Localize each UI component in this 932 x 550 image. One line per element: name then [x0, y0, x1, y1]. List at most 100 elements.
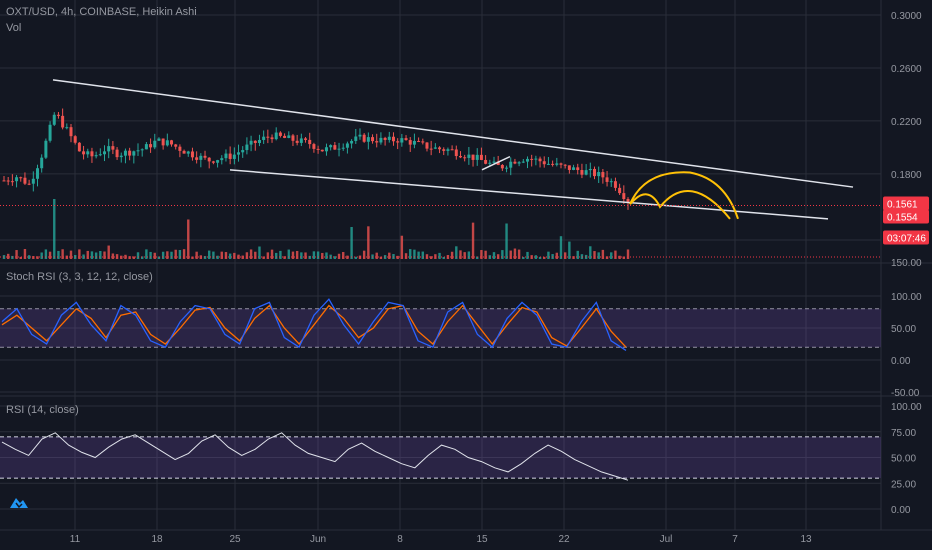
volume-bar — [212, 251, 215, 259]
volume-bar — [157, 256, 161, 259]
volume-bar — [358, 255, 362, 259]
volume-bar — [170, 251, 173, 259]
candle-body — [232, 154, 236, 159]
candle-body — [94, 155, 98, 157]
candle-body — [542, 161, 546, 165]
trend-drawings[interactable] — [52, 79, 854, 220]
volume-bar — [333, 256, 337, 259]
volume-bar — [459, 250, 462, 259]
candle-body — [144, 144, 148, 150]
volume-bar — [275, 252, 278, 259]
price-tag-label: 0.1554 — [887, 212, 918, 223]
candle-body — [186, 151, 190, 154]
candle-body — [400, 138, 404, 143]
rsi-tick-label: 75.00 — [891, 428, 916, 439]
candle-body — [458, 156, 462, 158]
volume-bar — [321, 252, 324, 259]
candle-body — [408, 140, 412, 145]
volume-bar — [509, 250, 512, 259]
projection-curve-outer — [629, 171, 739, 220]
candle-body — [467, 154, 471, 158]
candle-body — [270, 137, 274, 140]
volume-bar — [547, 251, 550, 259]
candle-body — [266, 136, 270, 138]
volume-bar — [505, 223, 508, 259]
candle-body — [446, 149, 450, 151]
volume-bar — [287, 249, 290, 259]
volume-bar — [350, 226, 353, 259]
volume-bar — [563, 252, 567, 259]
volume-bar — [6, 253, 10, 259]
candle-body — [404, 138, 408, 141]
price-tag-label: 0.1561 — [887, 199, 918, 210]
candle-body — [111, 146, 115, 150]
volume-bar — [383, 255, 387, 259]
volume-bar — [182, 249, 186, 259]
candle-body — [27, 183, 31, 185]
candle-body — [618, 187, 622, 194]
stoch-tick-label: 0.00 — [891, 356, 911, 367]
volume-bar — [191, 256, 194, 259]
stoch-tick-label: -50.00 — [891, 388, 920, 399]
candle-body — [609, 181, 613, 183]
candle-body — [19, 177, 23, 179]
volume-bar — [492, 252, 496, 259]
volume-bar — [601, 249, 605, 259]
volume-bar — [534, 255, 538, 259]
candle-body — [622, 193, 626, 200]
volume-bar — [199, 255, 203, 259]
candle-body — [371, 137, 375, 142]
rsi-tick-label: 50.00 — [891, 454, 916, 465]
volume-bar — [94, 252, 98, 259]
volume-bar — [262, 256, 265, 259]
volume-bar — [580, 254, 584, 259]
volume-bar — [610, 252, 613, 259]
volume-bar — [413, 249, 416, 259]
volume-bar — [342, 252, 345, 259]
stoch-tick-label: 100.00 — [891, 292, 922, 303]
volume-bar — [622, 256, 626, 259]
candle-body — [551, 163, 555, 165]
volume-bar — [249, 249, 253, 259]
candle-body — [576, 167, 580, 171]
volume-bar — [224, 252, 228, 259]
volume-bar — [375, 252, 378, 259]
rsi-tick-label: 25.00 — [891, 479, 916, 490]
volume-bar — [254, 251, 257, 259]
candle-body — [438, 147, 442, 150]
candle-body — [65, 127, 69, 129]
candle-body — [500, 164, 504, 169]
volume-bar — [522, 256, 525, 259]
time-tick-label: 15 — [476, 534, 488, 545]
candle-body — [312, 144, 316, 149]
volume-bar — [429, 256, 433, 259]
volume-bar — [589, 246, 592, 259]
candle-body — [295, 140, 299, 143]
candle-body — [592, 168, 596, 177]
time-tick-label: Jul — [660, 534, 673, 545]
candle-body — [626, 199, 630, 203]
candle-body — [31, 178, 35, 184]
volume-bar — [354, 256, 357, 259]
chart-title: OXT/USD, 4h, COINBASE, Heikin Ashi — [6, 6, 197, 18]
candle-body — [115, 149, 119, 158]
candle-body — [216, 160, 220, 163]
volume-bar — [471, 222, 475, 259]
volume-bar — [208, 250, 211, 259]
candle-body — [396, 141, 400, 143]
candle-body — [316, 148, 320, 150]
volume-bar — [107, 245, 110, 259]
candle-body — [559, 163, 563, 165]
volume-bar — [538, 256, 542, 259]
candle-body — [454, 149, 458, 157]
candle-body — [350, 140, 354, 144]
candle-body — [123, 150, 127, 156]
volume-bar — [576, 250, 579, 259]
price-tick-label: 0.3000 — [891, 11, 922, 22]
candle-body — [40, 157, 44, 169]
volume-bar — [153, 252, 156, 259]
volume-bar — [57, 250, 60, 259]
rsi-line — [1, 432, 629, 481]
volume-bar — [99, 250, 102, 259]
